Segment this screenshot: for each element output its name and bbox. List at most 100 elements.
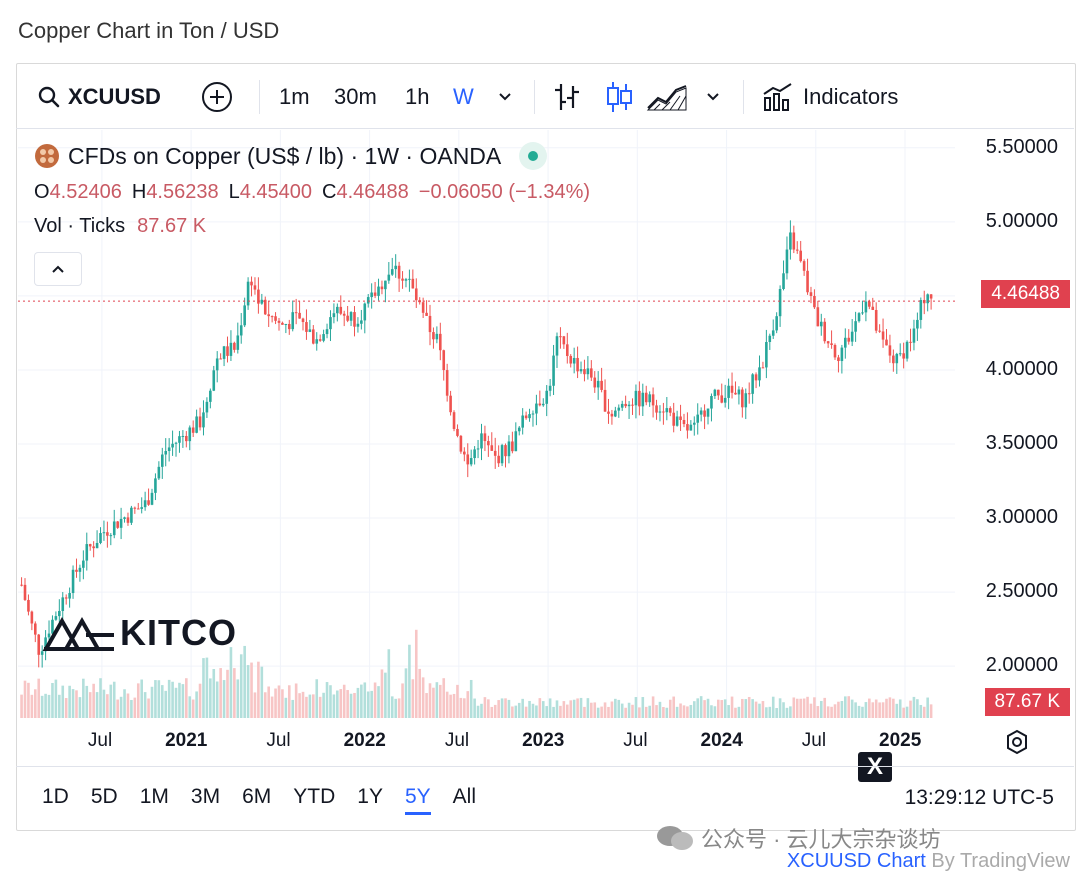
collapse-legend-button[interactable]: [34, 252, 82, 286]
candle-body: [178, 436, 181, 443]
close-value: 4.46488: [336, 181, 409, 203]
volume-bar: [638, 707, 641, 718]
volume-bar: [905, 706, 909, 718]
candle-body: [23, 584, 27, 600]
volume-bar: [830, 706, 833, 718]
candle-body: [174, 442, 178, 444]
range-all[interactable]: All: [452, 785, 476, 808]
range-5y[interactable]: 5Y: [404, 785, 431, 815]
candle: [528, 408, 531, 422]
range-5d[interactable]: 5D: [90, 785, 118, 808]
candle: [116, 520, 119, 529]
price-tick-label: 5.50000: [985, 135, 1058, 158]
interval-1m[interactable]: 1m: [279, 84, 310, 109]
candle: [517, 426, 521, 436]
volume-bar: [531, 703, 535, 718]
candle-body: [593, 377, 597, 388]
bar-chart-type-button[interactable]: [552, 66, 582, 128]
symbol-search-button[interactable]: XCUUSD: [36, 66, 161, 128]
volume-bar: [747, 696, 751, 718]
candle: [452, 410, 456, 432]
candle-body: [754, 374, 758, 381]
volume-bar: [54, 679, 58, 718]
interval-1h[interactable]: 1h: [405, 84, 430, 109]
volume-bar: [68, 685, 71, 718]
candle-body: [799, 250, 802, 262]
candle-body: [109, 535, 113, 537]
candle: [397, 261, 401, 292]
candle: [627, 401, 631, 419]
candle-body: [785, 249, 789, 274]
candle-body: [868, 301, 871, 307]
volume-bar: [813, 697, 816, 718]
candle: [929, 294, 933, 310]
volume-bar: [239, 654, 243, 718]
candle-body: [222, 346, 226, 359]
volume-bar: [651, 696, 655, 718]
candle-body: [167, 447, 171, 452]
candle: [233, 341, 236, 353]
candle: [864, 291, 868, 322]
candle-body: [703, 410, 706, 417]
tradingview-credit[interactable]: XCUUSD Chart By TradingView: [787, 850, 1070, 873]
volume-bar: [528, 700, 531, 718]
volume-bar: [116, 699, 119, 718]
volume-bar: [318, 696, 322, 718]
range-1y[interactable]: 1Y: [357, 785, 383, 808]
candle-body: [312, 329, 315, 344]
candle-body: [895, 353, 899, 364]
interval-30m[interactable]: 30m: [334, 84, 377, 109]
candle-body: [116, 521, 119, 528]
add-symbol-button[interactable]: [200, 66, 234, 128]
candle-body: [885, 339, 888, 346]
timezone-clock[interactable]: 13:29:12 UTC-5: [904, 786, 1054, 809]
candle: [435, 326, 439, 344]
candle: [133, 506, 137, 514]
candle: [102, 520, 106, 541]
interval-w[interactable]: W: [453, 84, 474, 109]
range-1m[interactable]: 1M: [139, 785, 169, 808]
area-chart-type-button[interactable]: [646, 66, 688, 128]
volume-bar: [294, 683, 298, 718]
candle: [33, 621, 37, 643]
volume-bar: [480, 703, 483, 718]
close-button[interactable]: X: [858, 752, 892, 782]
range-3m[interactable]: 3M: [190, 785, 221, 808]
candle: [727, 378, 730, 410]
candle-body: [672, 412, 675, 426]
candle-body: [916, 319, 919, 329]
candle-body: [157, 466, 161, 479]
candle-body: [720, 395, 724, 403]
price-tick-label: 5.00000: [985, 209, 1058, 232]
volume-bar: [246, 665, 250, 718]
credit-chart-link[interactable]: XCUUSD Chart: [786, 850, 926, 872]
volume-bar: [655, 705, 658, 718]
range-1d[interactable]: 1D: [42, 785, 69, 808]
candles-chart-type-button[interactable]: [604, 66, 634, 128]
candle: [483, 425, 487, 452]
volume-bar: [572, 699, 576, 718]
chart-settings-button[interactable]: [1004, 729, 1030, 760]
candle: [68, 587, 71, 608]
candle: [51, 615, 54, 636]
volume-bar: [160, 685, 164, 718]
market-status-indicator[interactable]: [519, 142, 548, 170]
volume-bar: [445, 691, 449, 718]
candle-body: [898, 353, 902, 355]
volume-bar: [47, 694, 51, 718]
candle: [185, 431, 188, 448]
candle: [401, 271, 404, 289]
candle-body: [318, 339, 322, 341]
candle: [294, 298, 298, 325]
range-ytd[interactable]: YTD: [293, 785, 336, 808]
indicators-button[interactable]: Indicators: [761, 66, 898, 128]
interval-dropdown-button[interactable]: [496, 66, 514, 128]
volume-bar: [806, 696, 809, 718]
candle-body: [469, 458, 473, 465]
kitco-logo: KITCO: [42, 612, 237, 654]
range-6m[interactable]: 6M: [242, 785, 272, 808]
candle-body: [119, 518, 123, 528]
chart-type-dropdown-button[interactable]: [704, 66, 722, 128]
candle: [720, 383, 724, 404]
